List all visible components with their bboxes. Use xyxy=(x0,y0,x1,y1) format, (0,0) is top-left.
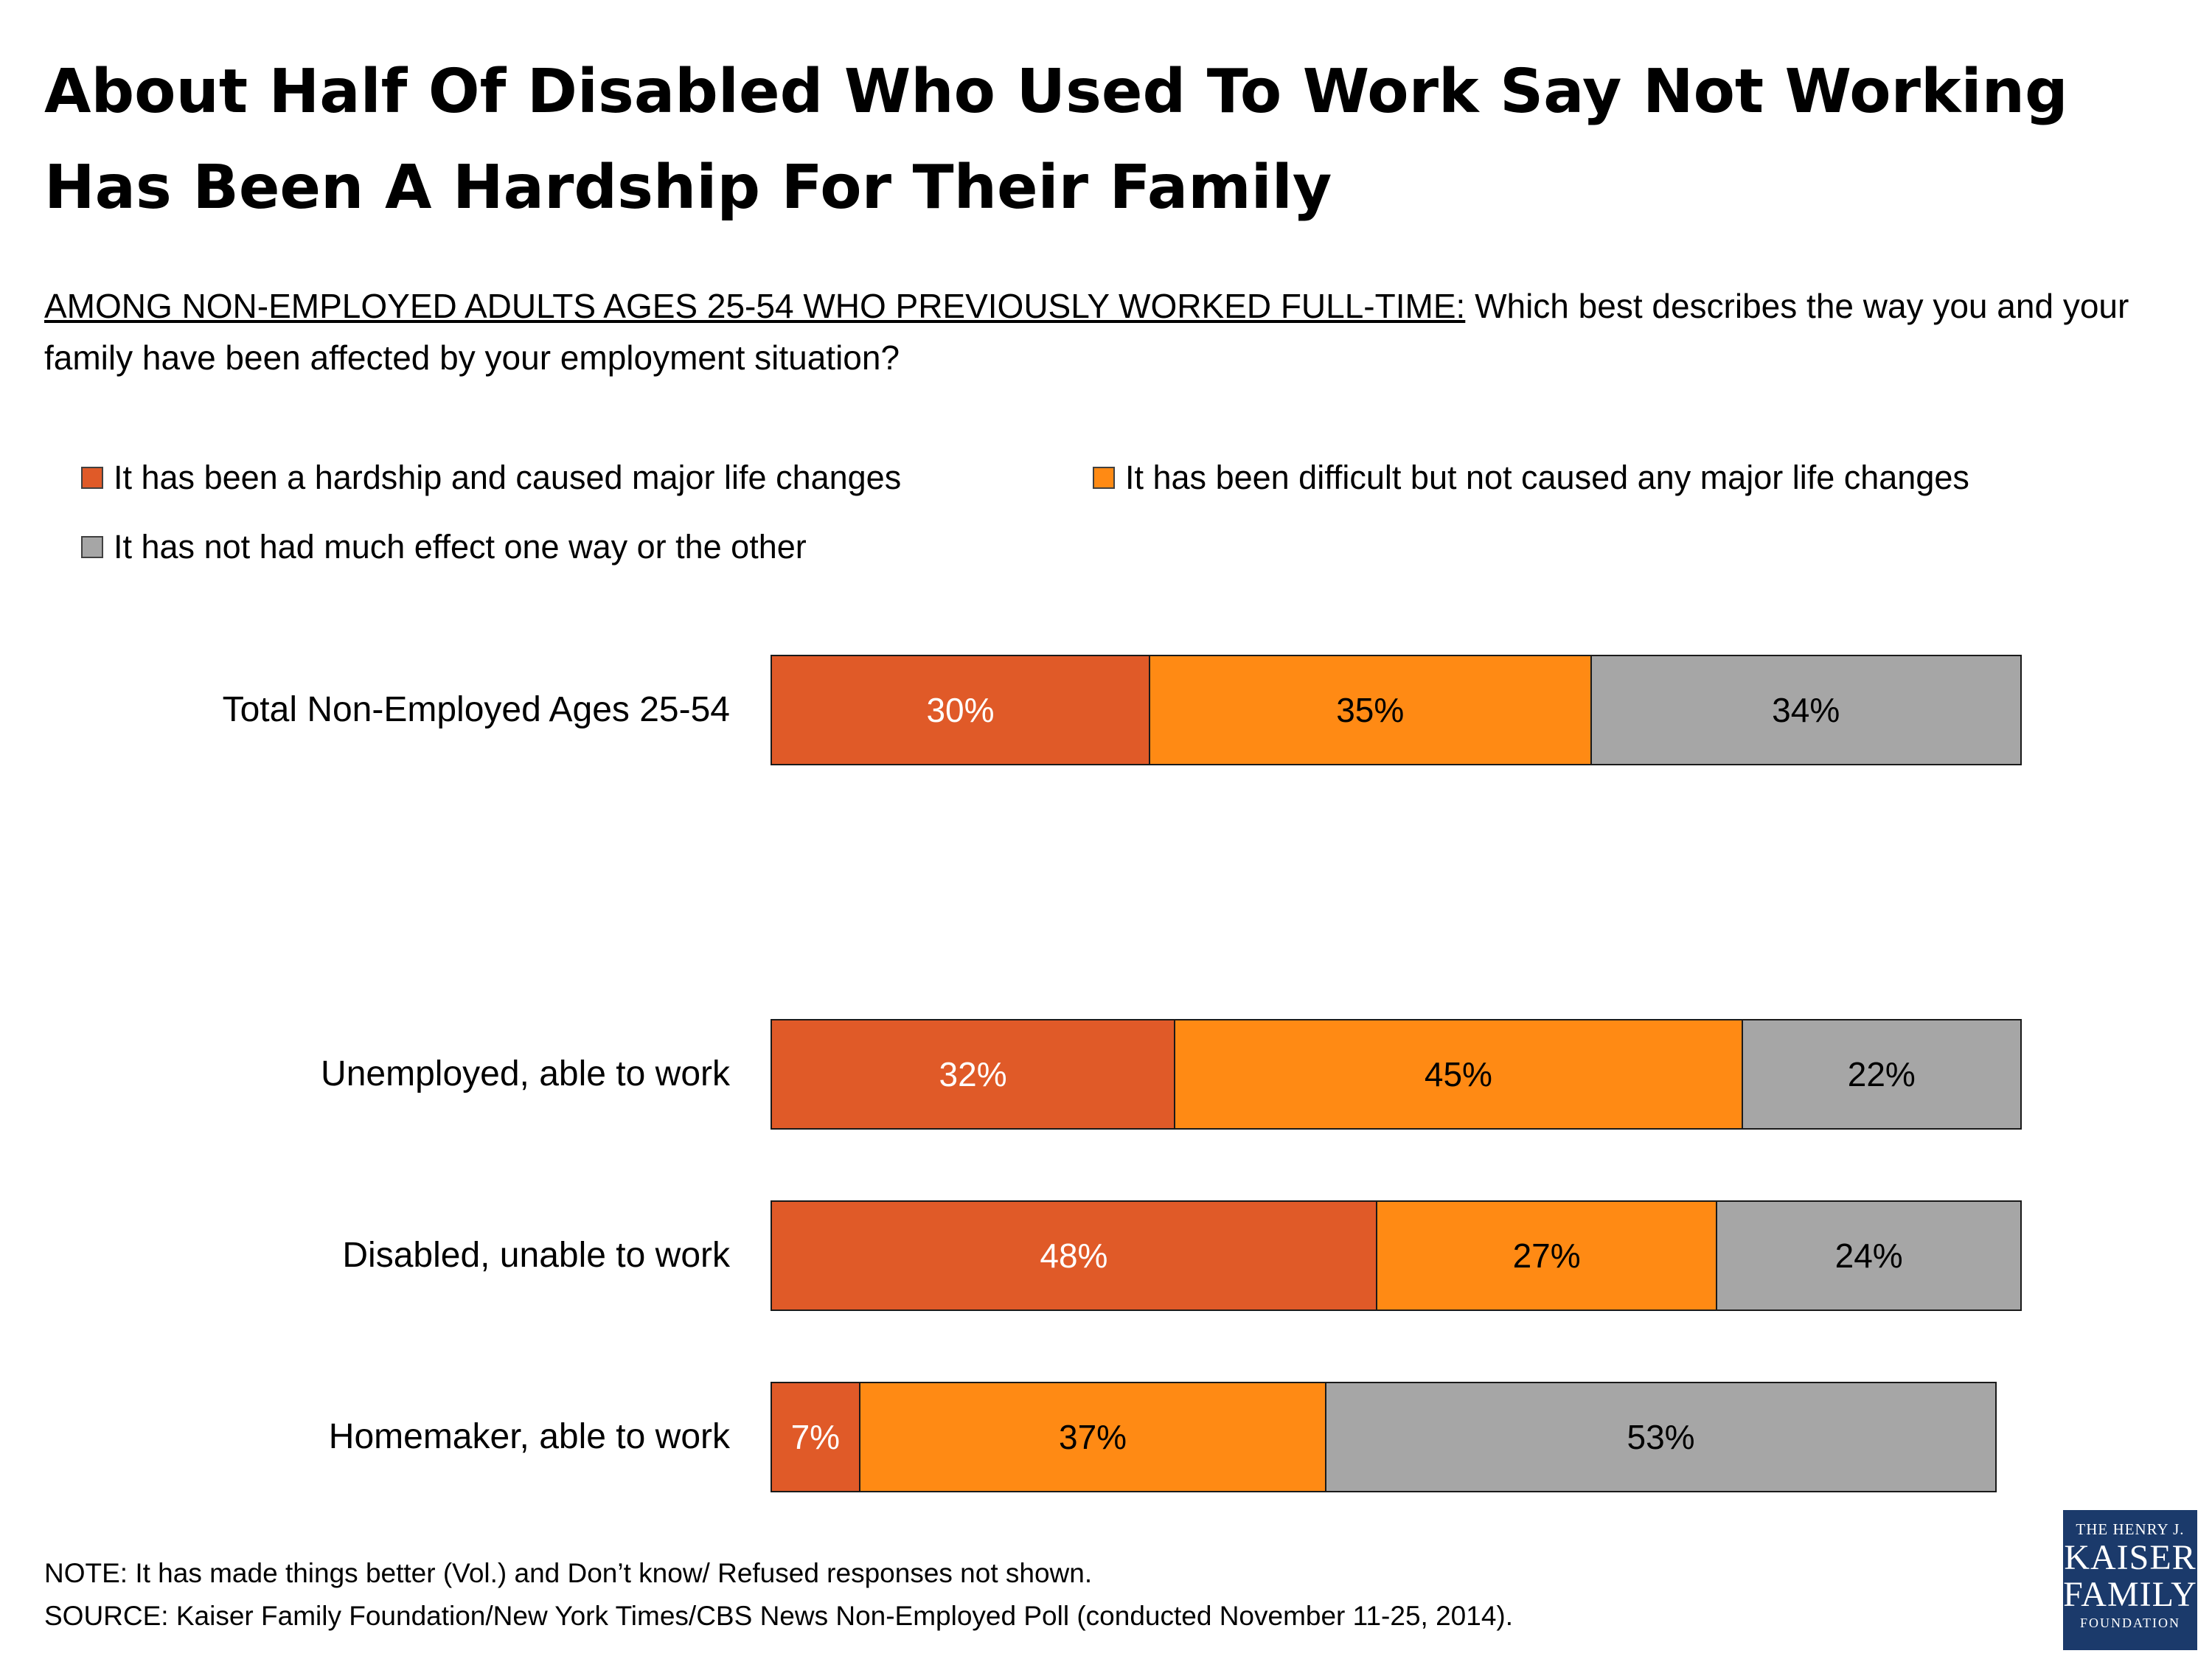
bar-segment-total-difficult: 35% xyxy=(1150,656,1592,764)
data-label-total-hardship: 30% xyxy=(926,691,995,729)
bar-segment-homemaker-difficult: 37% xyxy=(860,1383,1327,1491)
category-label-total: Total Non-Employed Ages 25-54 xyxy=(222,690,730,729)
bar-segment-disabled-hardship: 48% xyxy=(772,1202,1377,1310)
legend-label-difficult: It has been difficult but not caused any… xyxy=(1125,459,1969,496)
bar-segment-total-no-effect: 34% xyxy=(1591,656,2020,764)
data-label-total-difficult: 35% xyxy=(1336,691,1405,729)
legend-swatch-difficult xyxy=(1093,467,1115,489)
data-label-homemaker-no-effect: 53% xyxy=(1627,1418,1695,1456)
bar-segment-total-hardship: 30% xyxy=(772,656,1150,764)
legend-item-difficult: It has been difficult but not caused any… xyxy=(1093,459,1969,497)
data-label-disabled-difficult: 27% xyxy=(1512,1237,1581,1275)
data-label-unemployed-difficult: 45% xyxy=(1424,1055,1492,1093)
legend-label-no-effect: It has not had much effect one way or th… xyxy=(114,528,807,566)
bar-total: 30% 35% 34% xyxy=(771,655,2022,765)
bar-segment-unemployed-difficult: 45% xyxy=(1175,1020,1743,1128)
footer-source: SOURCE: Kaiser Family Foundation/New Yor… xyxy=(44,1601,1514,1631)
footer: NOTE: It has made things better (Vol.) a… xyxy=(44,1552,2035,1638)
legend-label-hardship: It has been a hardship and caused major … xyxy=(114,459,902,496)
category-label-unemployed: Unemployed, able to work xyxy=(321,1054,730,1093)
legend-swatch-no-effect xyxy=(81,536,103,558)
category-label-homemaker: Homemaker, able to work xyxy=(328,1417,730,1456)
data-label-total-no-effect: 34% xyxy=(1772,691,1840,729)
data-label-homemaker-difficult: 37% xyxy=(1058,1418,1127,1456)
legend-item-hardship: It has been a hardship and caused major … xyxy=(81,459,901,497)
bar-segment-unemployed-hardship: 32% xyxy=(772,1020,1176,1128)
data-label-unemployed-hardship: 32% xyxy=(939,1055,1007,1093)
bar-segment-homemaker-no-effect: 53% xyxy=(1326,1383,1995,1491)
bar-homemaker: 7% 37% 53% xyxy=(771,1382,1997,1492)
bar-segment-homemaker-hardship: 7% xyxy=(772,1383,860,1491)
data-label-homemaker-hardship: 7% xyxy=(790,1418,841,1456)
footer-note: NOTE: It has made things better (Vol.) a… xyxy=(44,1558,1093,1588)
question-text: Which best describes the way you and you… xyxy=(44,287,2129,377)
category-label-disabled: Disabled, unable to work xyxy=(342,1236,730,1275)
bar-unemployed: 32% 45% 22% xyxy=(771,1019,2022,1130)
data-label-disabled-hardship: 48% xyxy=(1040,1237,1108,1275)
kaiser-logo: THE HENRY J. KAISER FAMILY FOUNDATION xyxy=(2063,1510,2197,1650)
data-label-disabled-no-effect: 24% xyxy=(1834,1237,1903,1275)
legend-item-no-effect: It has not had much effect one way or th… xyxy=(81,528,807,566)
question-lead: AMONG NON-EMPLOYED ADULTS AGES 25-54 WHO… xyxy=(44,287,1466,325)
data-label-unemployed-no-effect: 22% xyxy=(1847,1055,1916,1093)
bar-disabled: 48% 27% 24% xyxy=(771,1200,2022,1311)
survey-question: AMONG NON-EMPLOYED ADULTS AGES 25-54 WHO… xyxy=(44,280,2168,383)
chart-title: About Half Of Disabled Who Used To Work … xyxy=(44,57,2068,223)
legend-swatch-hardship xyxy=(81,467,103,489)
bar-segment-disabled-no-effect: 24% xyxy=(1717,1202,2020,1310)
bar-segment-disabled-difficult: 27% xyxy=(1377,1202,1718,1310)
bar-segment-unemployed-no-effect: 22% xyxy=(1742,1020,2020,1128)
